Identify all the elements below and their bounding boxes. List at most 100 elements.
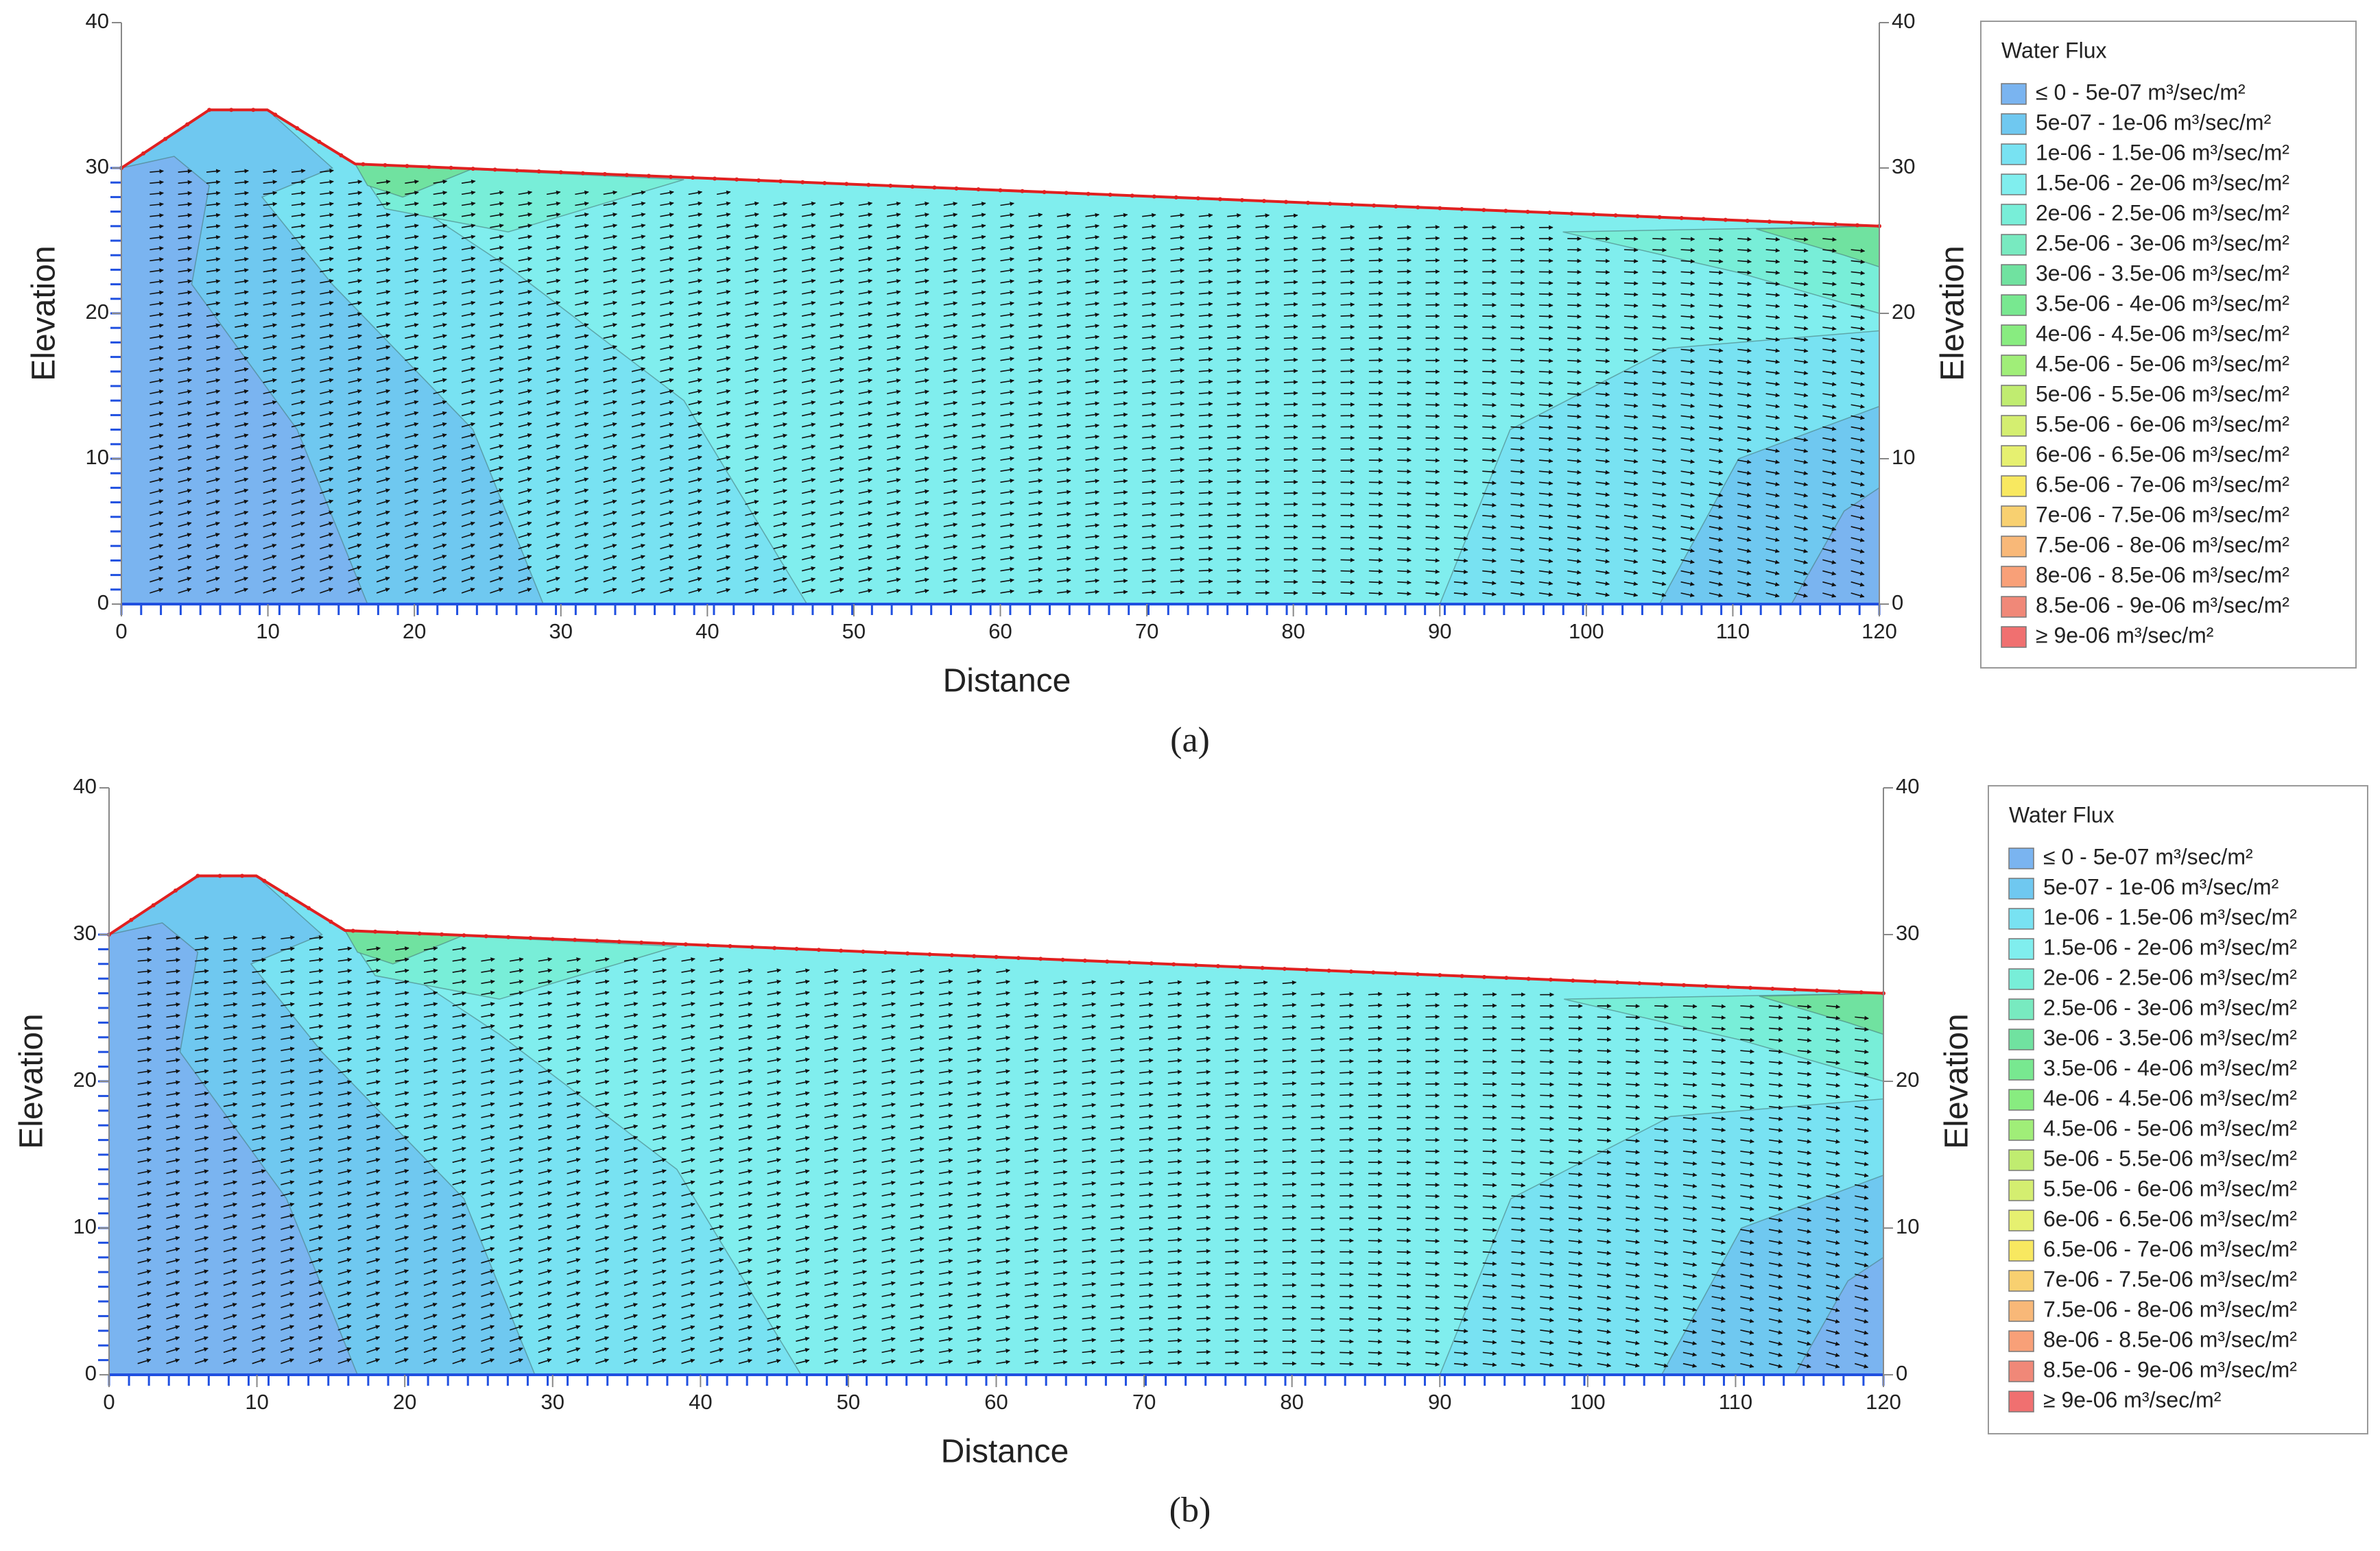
legend-label: 1.5e-06 - 2e-06 m³/sec/m² xyxy=(2036,170,2289,195)
flux-arrow xyxy=(1255,457,1270,462)
flux-arrow xyxy=(263,356,277,361)
flux-arrow xyxy=(1340,568,1355,574)
flux-arrow xyxy=(1283,380,1298,385)
flux-arrow xyxy=(263,245,278,251)
flux-arrow xyxy=(348,510,362,516)
y-tick-label: 20 xyxy=(73,1068,97,1092)
flux-arrow xyxy=(178,400,192,406)
legend-label: 2e-06 - 2.5e-06 m³/sec/m² xyxy=(2043,965,2297,989)
flux-arrow xyxy=(178,389,192,394)
flux-arrow xyxy=(1311,1115,1326,1120)
boundary-node xyxy=(1016,956,1021,961)
flux-arrow xyxy=(178,191,193,196)
flux-arrow xyxy=(206,433,221,439)
flux-arrow xyxy=(178,477,192,483)
flux-arrow xyxy=(206,499,220,505)
flux-arrow xyxy=(291,466,305,472)
flux-arrow xyxy=(1482,1138,1497,1143)
flux-arrow xyxy=(348,477,362,483)
boundary-node xyxy=(1681,983,1686,987)
legend-swatch xyxy=(2001,475,2027,497)
legend-swatch xyxy=(2008,878,2034,900)
flux-arrow xyxy=(1283,468,1298,473)
boundary-node xyxy=(1548,977,1553,982)
flux-arrow xyxy=(291,510,305,516)
flux-arrow xyxy=(1311,1126,1326,1131)
flux-arrow xyxy=(1311,1081,1326,1086)
y-tick-label: 40 xyxy=(86,9,109,33)
boundary-node xyxy=(1086,191,1091,196)
flux-arrow xyxy=(1283,446,1298,451)
boundary-node xyxy=(683,942,688,947)
flux-arrow xyxy=(178,301,193,306)
flux-arrow xyxy=(1425,435,1440,441)
boundary-node xyxy=(888,183,893,188)
flux-arrow xyxy=(1368,302,1383,307)
flux-arrow xyxy=(291,488,305,494)
flux-arrow xyxy=(206,544,220,550)
flux-arrow xyxy=(263,256,278,262)
x-tick-label: 120 xyxy=(1866,1390,1901,1414)
flux-arrow xyxy=(1454,1160,1468,1165)
flux-arrow xyxy=(1282,1238,1297,1243)
legend-label: 8e-06 - 8.5e-06 m³/sec/m² xyxy=(2036,562,2289,587)
flux-arrow xyxy=(235,256,249,262)
flux-arrow xyxy=(1254,1282,1268,1288)
flux-arrow xyxy=(206,521,220,527)
legend-swatch xyxy=(2008,1089,2034,1111)
boundary-node xyxy=(1767,219,1772,224)
y-tick-label: 10 xyxy=(86,445,109,469)
flux-arrow xyxy=(1538,347,1554,352)
boundary-node xyxy=(624,173,629,178)
flux-arrow xyxy=(206,389,221,394)
boundary-node xyxy=(602,171,607,176)
flux-arrow xyxy=(291,400,306,406)
flux-arrow xyxy=(1626,1004,1641,1009)
flux-arrow xyxy=(1282,1170,1297,1176)
y-tick-label: 40 xyxy=(73,774,97,798)
flux-arrow xyxy=(263,213,278,217)
flux-arrow xyxy=(1283,391,1298,396)
flux-arrow xyxy=(1397,469,1412,474)
flux-arrow xyxy=(291,532,305,538)
legend-swatch xyxy=(2001,536,2027,557)
flux-arrow xyxy=(235,356,249,361)
boundary-node xyxy=(1305,967,1309,972)
flux-arrow xyxy=(1253,1181,1268,1187)
boundary-node xyxy=(1282,966,1287,971)
flux-arrow xyxy=(235,455,249,461)
flux-arrow xyxy=(178,334,192,339)
flux-arrow xyxy=(1198,590,1213,595)
boundary-node xyxy=(861,949,866,954)
flux-arrow xyxy=(291,477,305,483)
flux-arrow xyxy=(1567,336,1582,341)
legend-swatch xyxy=(2001,294,2027,316)
boundary-node xyxy=(1526,976,1531,981)
flux-arrow xyxy=(1568,1059,1583,1065)
flux-arrow xyxy=(320,477,334,483)
flux-arrow xyxy=(291,334,306,339)
x-tick-label: 100 xyxy=(1570,1390,1606,1414)
flux-arrow xyxy=(235,213,249,218)
legend-swatch xyxy=(2008,1179,2034,1201)
flux-arrow xyxy=(1198,546,1213,551)
flux-arrow xyxy=(320,345,334,350)
boundary-node xyxy=(558,170,563,175)
boundary-node xyxy=(151,903,156,908)
boundary-node xyxy=(163,136,168,141)
legend-label: 8e-06 - 8.5e-06 m³/sec/m² xyxy=(2043,1327,2297,1351)
flux-arrow xyxy=(235,301,249,306)
flux-arrow xyxy=(206,566,220,572)
flux-arrow xyxy=(1595,303,1610,308)
flux-arrow xyxy=(1340,369,1355,374)
boundary-node xyxy=(639,940,644,945)
x-tick-label: 120 xyxy=(1861,619,1897,643)
flux-arrow xyxy=(1454,1003,1468,1008)
flux-arrow xyxy=(1196,1305,1211,1310)
flux-arrow xyxy=(1368,235,1383,241)
flux-arrow xyxy=(178,169,193,173)
flux-arrow xyxy=(1198,568,1213,573)
flux-arrow xyxy=(150,301,164,306)
caption: (b) xyxy=(1169,1491,1211,1530)
